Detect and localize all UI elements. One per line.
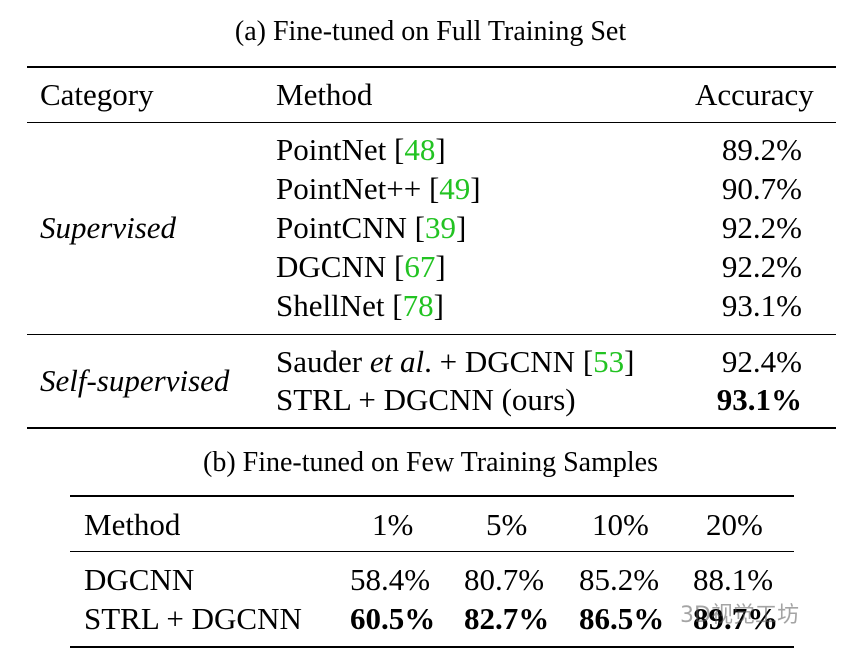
table-b-caption: (b) Fine-tuned on Few Training Samples (203, 447, 658, 478)
method-name: PointCNN (276, 210, 407, 245)
value-cell: 58.4% (350, 562, 431, 597)
header-method: Method (276, 77, 373, 112)
accuracy-value: 92.2% (721, 210, 802, 245)
accuracy-value: 92.4% (721, 344, 802, 379)
method-row: PointNet [48] (276, 132, 446, 167)
header-method: Method (84, 507, 181, 542)
citation-link[interactable]: 78 (402, 288, 434, 323)
citation-link[interactable]: 48 (404, 132, 436, 167)
citation-link[interactable]: 67 (404, 249, 436, 284)
accuracy-value-best: 93.1% (716, 382, 802, 417)
citation-link[interactable]: 53 (593, 344, 625, 379)
method-row: DGCNN [67] (276, 249, 446, 284)
value-cell-best: 86.5% (579, 601, 665, 636)
value-cell-best: 89.7% (693, 601, 779, 636)
method-name: PointNet++ (276, 171, 422, 206)
header-20-percent: 20% (706, 507, 763, 542)
header-category: Category (40, 77, 154, 112)
watermark: 3D视觉工坊 (680, 603, 799, 628)
accuracy-value: 92.2% (721, 249, 802, 284)
method-name: PointNet (276, 132, 387, 167)
header-1-percent: 1% (372, 507, 414, 542)
method-row: PointCNN [39] (276, 210, 467, 245)
method-row: PointNet++ [49] (276, 171, 481, 206)
table-a-top-rule (27, 66, 836, 68)
table-b-bottom-rule (70, 646, 794, 648)
header-10-percent: 10% (592, 507, 649, 542)
citation-link[interactable]: 49 (439, 171, 471, 206)
accuracy-value: 89.2% (721, 132, 802, 167)
method-name: STRL + DGCNN (ours) (276, 382, 576, 417)
method-name: Sauder (276, 344, 370, 379)
method-name: DGCNN (276, 249, 387, 284)
value-cell-best: 60.5% (350, 601, 436, 636)
value-cell: 80.7% (464, 562, 545, 597)
method-name: STRL + DGCNN (84, 601, 302, 636)
method-name-suffix: . + DGCNN (424, 344, 576, 379)
table-a-bottom-rule (27, 427, 836, 429)
table-a-caption: (a) Fine-tuned on Full Training Set (234, 16, 627, 47)
table-a-group-rule (27, 334, 836, 335)
header-5-percent: 5% (486, 507, 528, 542)
header-accuracy: Accuracy (695, 77, 814, 112)
method-row: ShellNet [78] (276, 288, 444, 323)
citation-link[interactable]: 39 (425, 210, 456, 245)
table-b-header-rule (70, 551, 794, 552)
value-cell: 88.1% (693, 562, 774, 597)
value-cell-best: 82.7% (464, 601, 550, 636)
method-row: Sauder et al. + DGCNN [53] (276, 344, 635, 379)
method-name-italic: et al (369, 344, 425, 379)
value-cell: 85.2% (579, 562, 660, 597)
accuracy-value: 90.7% (721, 171, 802, 206)
accuracy-value: 93.1% (721, 288, 802, 323)
category-self-supervised: Self-supervised (40, 363, 230, 398)
method-name: DGCNN (84, 562, 195, 597)
table-a-header-rule (27, 122, 836, 123)
category-supervised: Supervised (40, 210, 177, 245)
table-b-top-rule (70, 495, 794, 497)
method-name: ShellNet (276, 288, 385, 323)
